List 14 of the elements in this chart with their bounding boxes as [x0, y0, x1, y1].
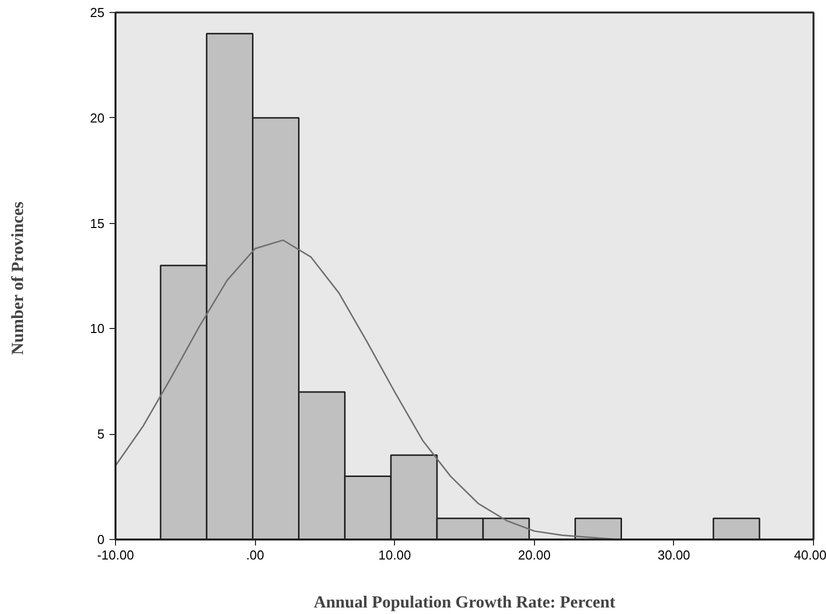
y-axis-title: Number of Provinces — [8, 201, 28, 355]
x-tick-label: 10.00 — [378, 548, 411, 562]
x-axis-title: Annual Population Growth Rate: Percent — [314, 592, 616, 612]
y-tick-label: 5 — [97, 426, 105, 442]
x-tick-label: 40.00 — [794, 548, 826, 562]
y-tick-label: 0 — [97, 532, 105, 547]
x-tick-label: 20.00 — [518, 548, 551, 562]
x-tick-label: 30.00 — [658, 548, 690, 562]
y-tick-label: 25 — [90, 5, 105, 20]
y-tick-label: 20 — [90, 110, 105, 126]
y-tick-label: 15 — [90, 216, 105, 231]
x-tick-label: -10.00 — [97, 548, 134, 562]
x-tick-label: .00 — [246, 548, 264, 562]
y-tick-label: 10 — [90, 321, 105, 336]
